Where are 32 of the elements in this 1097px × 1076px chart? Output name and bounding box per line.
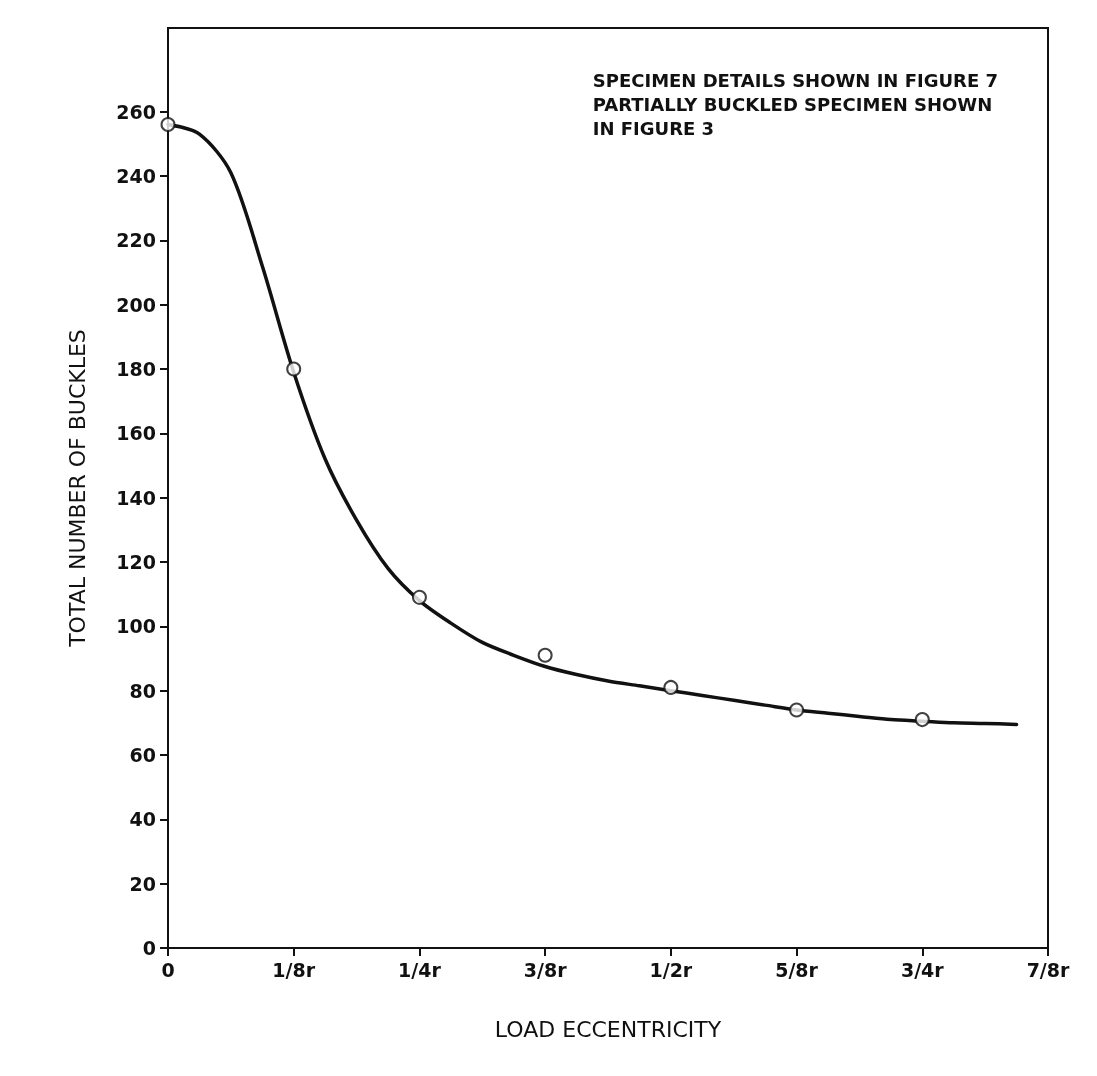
- point: [411, 589, 427, 605]
- point: [663, 679, 679, 695]
- y-tick-label: 40: [129, 808, 156, 831]
- x-tick-label: 1/4r: [398, 958, 442, 981]
- y-axis-title: TOTAL NUMBER OF BUCKLES: [64, 329, 90, 648]
- x-axis-title: LOAD ECCENTRICITY: [494, 1016, 722, 1042]
- point: [286, 361, 302, 377]
- x-tick-label: 5/8r: [775, 958, 819, 981]
- y-tick-label: 200: [116, 293, 156, 316]
- x-tick-label: 1/2r: [649, 958, 693, 981]
- x-tick-label: 3/8r: [523, 958, 568, 981]
- y-tick-label: 100: [116, 615, 156, 638]
- y-tick-label: 260: [116, 100, 156, 123]
- y-tick-label: 140: [116, 486, 156, 509]
- y-tick-label: 60: [129, 743, 156, 766]
- y-tick-label: 120: [116, 550, 156, 573]
- y-tick-label: 240: [116, 164, 156, 187]
- x-tick-label: 1/8r: [272, 958, 316, 981]
- y-tick-label: 160: [116, 422, 156, 445]
- point: [160, 117, 176, 132]
- y-tick-label: 80: [129, 679, 156, 702]
- point: [914, 712, 930, 728]
- x-tick-label: 3/4r: [900, 958, 945, 981]
- y-tick-label: 220: [116, 229, 156, 252]
- y-tick-label: 20: [129, 872, 156, 895]
- x-tick-label: 0: [161, 958, 175, 981]
- point: [789, 702, 805, 718]
- y-tick-label: 180: [116, 357, 156, 380]
- annotation: SPECIMEN DETAILS SHOWN IN FIGURE 7 PARTIALLY BUCKLED SPECIMEN SHOWN IN FIGURE 3: [592, 69, 999, 139]
- y-tick-label: 0: [142, 937, 156, 959]
- x-tick-label: 7/8r: [1026, 958, 1070, 981]
- point: [537, 647, 553, 663]
